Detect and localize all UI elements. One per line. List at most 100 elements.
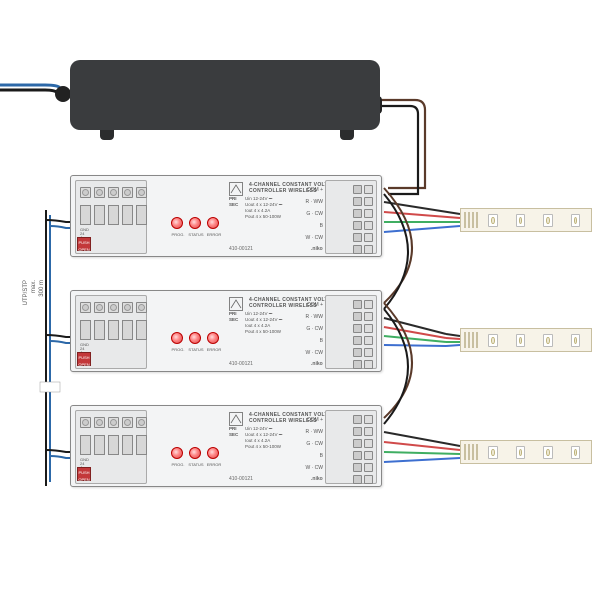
terminal-screw xyxy=(136,302,147,313)
output-port xyxy=(353,312,362,321)
psu-foot xyxy=(340,130,354,140)
push-open-tab: PUSHOPEN xyxy=(77,237,91,251)
led-chip xyxy=(543,214,552,227)
terminal-screw xyxy=(122,187,133,198)
dimmer-icon xyxy=(229,182,243,196)
part-number: 410-00121 xyxy=(229,246,253,252)
terminal-port xyxy=(122,205,133,225)
bus-spec-label: UTP/STP max. 300 m xyxy=(22,280,46,360)
led-indicator xyxy=(207,332,219,344)
output-port xyxy=(353,197,362,206)
brand-label: .niko xyxy=(311,361,323,367)
brand-label: .niko xyxy=(311,476,323,482)
terminal-screw xyxy=(108,417,119,428)
power-supply xyxy=(70,60,380,130)
terminal-port xyxy=(136,205,147,225)
terminal-port xyxy=(122,435,133,455)
led-labels: PROG.STATUSERROR xyxy=(169,232,223,237)
terminal-port xyxy=(136,435,147,455)
terminal-screw xyxy=(136,417,147,428)
output-screw xyxy=(364,427,373,436)
led-labels: PROG.STATUSERROR xyxy=(169,462,223,467)
wiring-diagram: UTP/STP max. 300 m xyxy=(0,0,600,600)
output-port xyxy=(353,233,362,242)
led-chip xyxy=(488,214,497,227)
led-indicator xyxy=(189,447,201,459)
led-chip xyxy=(543,446,552,459)
controller-3: GND24AB+-PUSHOPEN4-CHANNEL CONSTANT VOLT… xyxy=(70,405,382,487)
led-chip xyxy=(571,446,580,459)
led-chip xyxy=(543,334,552,347)
led-indicator xyxy=(189,217,201,229)
terminal-screw xyxy=(122,302,133,313)
led-chip xyxy=(488,446,497,459)
led-chip xyxy=(488,334,497,347)
output-screw xyxy=(364,415,373,424)
controller-2: GND24AB+-PUSHOPEN4-CHANNEL CONSTANT VOLT… xyxy=(70,290,382,372)
output-terminal-block xyxy=(325,180,377,254)
push-open-tab: PUSHOPEN xyxy=(77,352,91,366)
led-indicator xyxy=(171,217,183,229)
led-chip xyxy=(516,446,525,459)
terminal-port xyxy=(80,320,91,340)
dimmer-icon xyxy=(229,297,243,311)
terminal-screw xyxy=(94,302,105,313)
output-port xyxy=(353,300,362,309)
output-screw xyxy=(364,233,373,242)
terminal-port xyxy=(80,435,91,455)
terminal-port xyxy=(136,320,147,340)
terminal-screw xyxy=(94,187,105,198)
led-indicator xyxy=(171,332,183,344)
output-screw xyxy=(364,312,373,321)
output-screw xyxy=(364,245,373,254)
output-port xyxy=(353,427,362,436)
output-screw xyxy=(364,324,373,333)
controller-specs: PRIUin 12-24V ⎓SECUout 4 x 12-24V ⎓Iout … xyxy=(229,196,282,220)
output-labels: COM +R · WWG · CWBW · CW xyxy=(306,184,324,244)
output-screw xyxy=(364,463,373,472)
output-port xyxy=(353,336,362,345)
controller-specs: PRIUin 12-24V ⎓SECUout 4 x 12-24V ⎓Iout … xyxy=(229,311,282,335)
output-port xyxy=(353,415,362,424)
led-strip-3 xyxy=(460,440,592,464)
terminal-port xyxy=(108,320,119,340)
output-terminal-block xyxy=(325,295,377,369)
controller-1: GND24AB+-PUSHOPEN4-CHANNEL CONSTANT VOLT… xyxy=(70,175,382,257)
output-screw xyxy=(364,336,373,345)
terminal-screw xyxy=(80,187,91,198)
led-chip xyxy=(571,214,580,227)
output-port xyxy=(353,324,362,333)
output-port xyxy=(353,451,362,460)
output-screw xyxy=(364,197,373,206)
terminal-port xyxy=(94,205,105,225)
led-indicator xyxy=(207,217,219,229)
brand-label: .niko xyxy=(311,246,323,252)
part-number: 410-00121 xyxy=(229,476,253,482)
terminal-port xyxy=(80,205,91,225)
output-port xyxy=(353,185,362,194)
terminal-screw xyxy=(136,187,147,198)
terminal-port xyxy=(94,435,105,455)
led-labels: PROG.STATUSERROR xyxy=(169,347,223,352)
output-screw xyxy=(364,300,373,309)
terminal-screw xyxy=(94,417,105,428)
output-screw xyxy=(364,475,373,484)
led-chip xyxy=(516,334,525,347)
output-screw xyxy=(364,348,373,357)
led-indicator xyxy=(207,447,219,459)
led-strip-2 xyxy=(460,328,592,352)
output-labels: COM +R · WWG · CWBW · CW xyxy=(306,299,324,359)
output-port xyxy=(353,245,362,254)
output-port xyxy=(353,348,362,357)
output-screw xyxy=(364,451,373,460)
output-port xyxy=(353,475,362,484)
terminal-port xyxy=(108,435,119,455)
controller-specs: PRIUin 12-24V ⎓SECUout 4 x 12-24V ⎓Iout … xyxy=(229,426,282,450)
terminal-port xyxy=(108,205,119,225)
output-terminal-block xyxy=(325,410,377,484)
terminal-screw xyxy=(80,302,91,313)
terminal-screw xyxy=(122,417,133,428)
led-indicator xyxy=(171,447,183,459)
led-strip-1 xyxy=(460,208,592,232)
terminal-port xyxy=(94,320,105,340)
